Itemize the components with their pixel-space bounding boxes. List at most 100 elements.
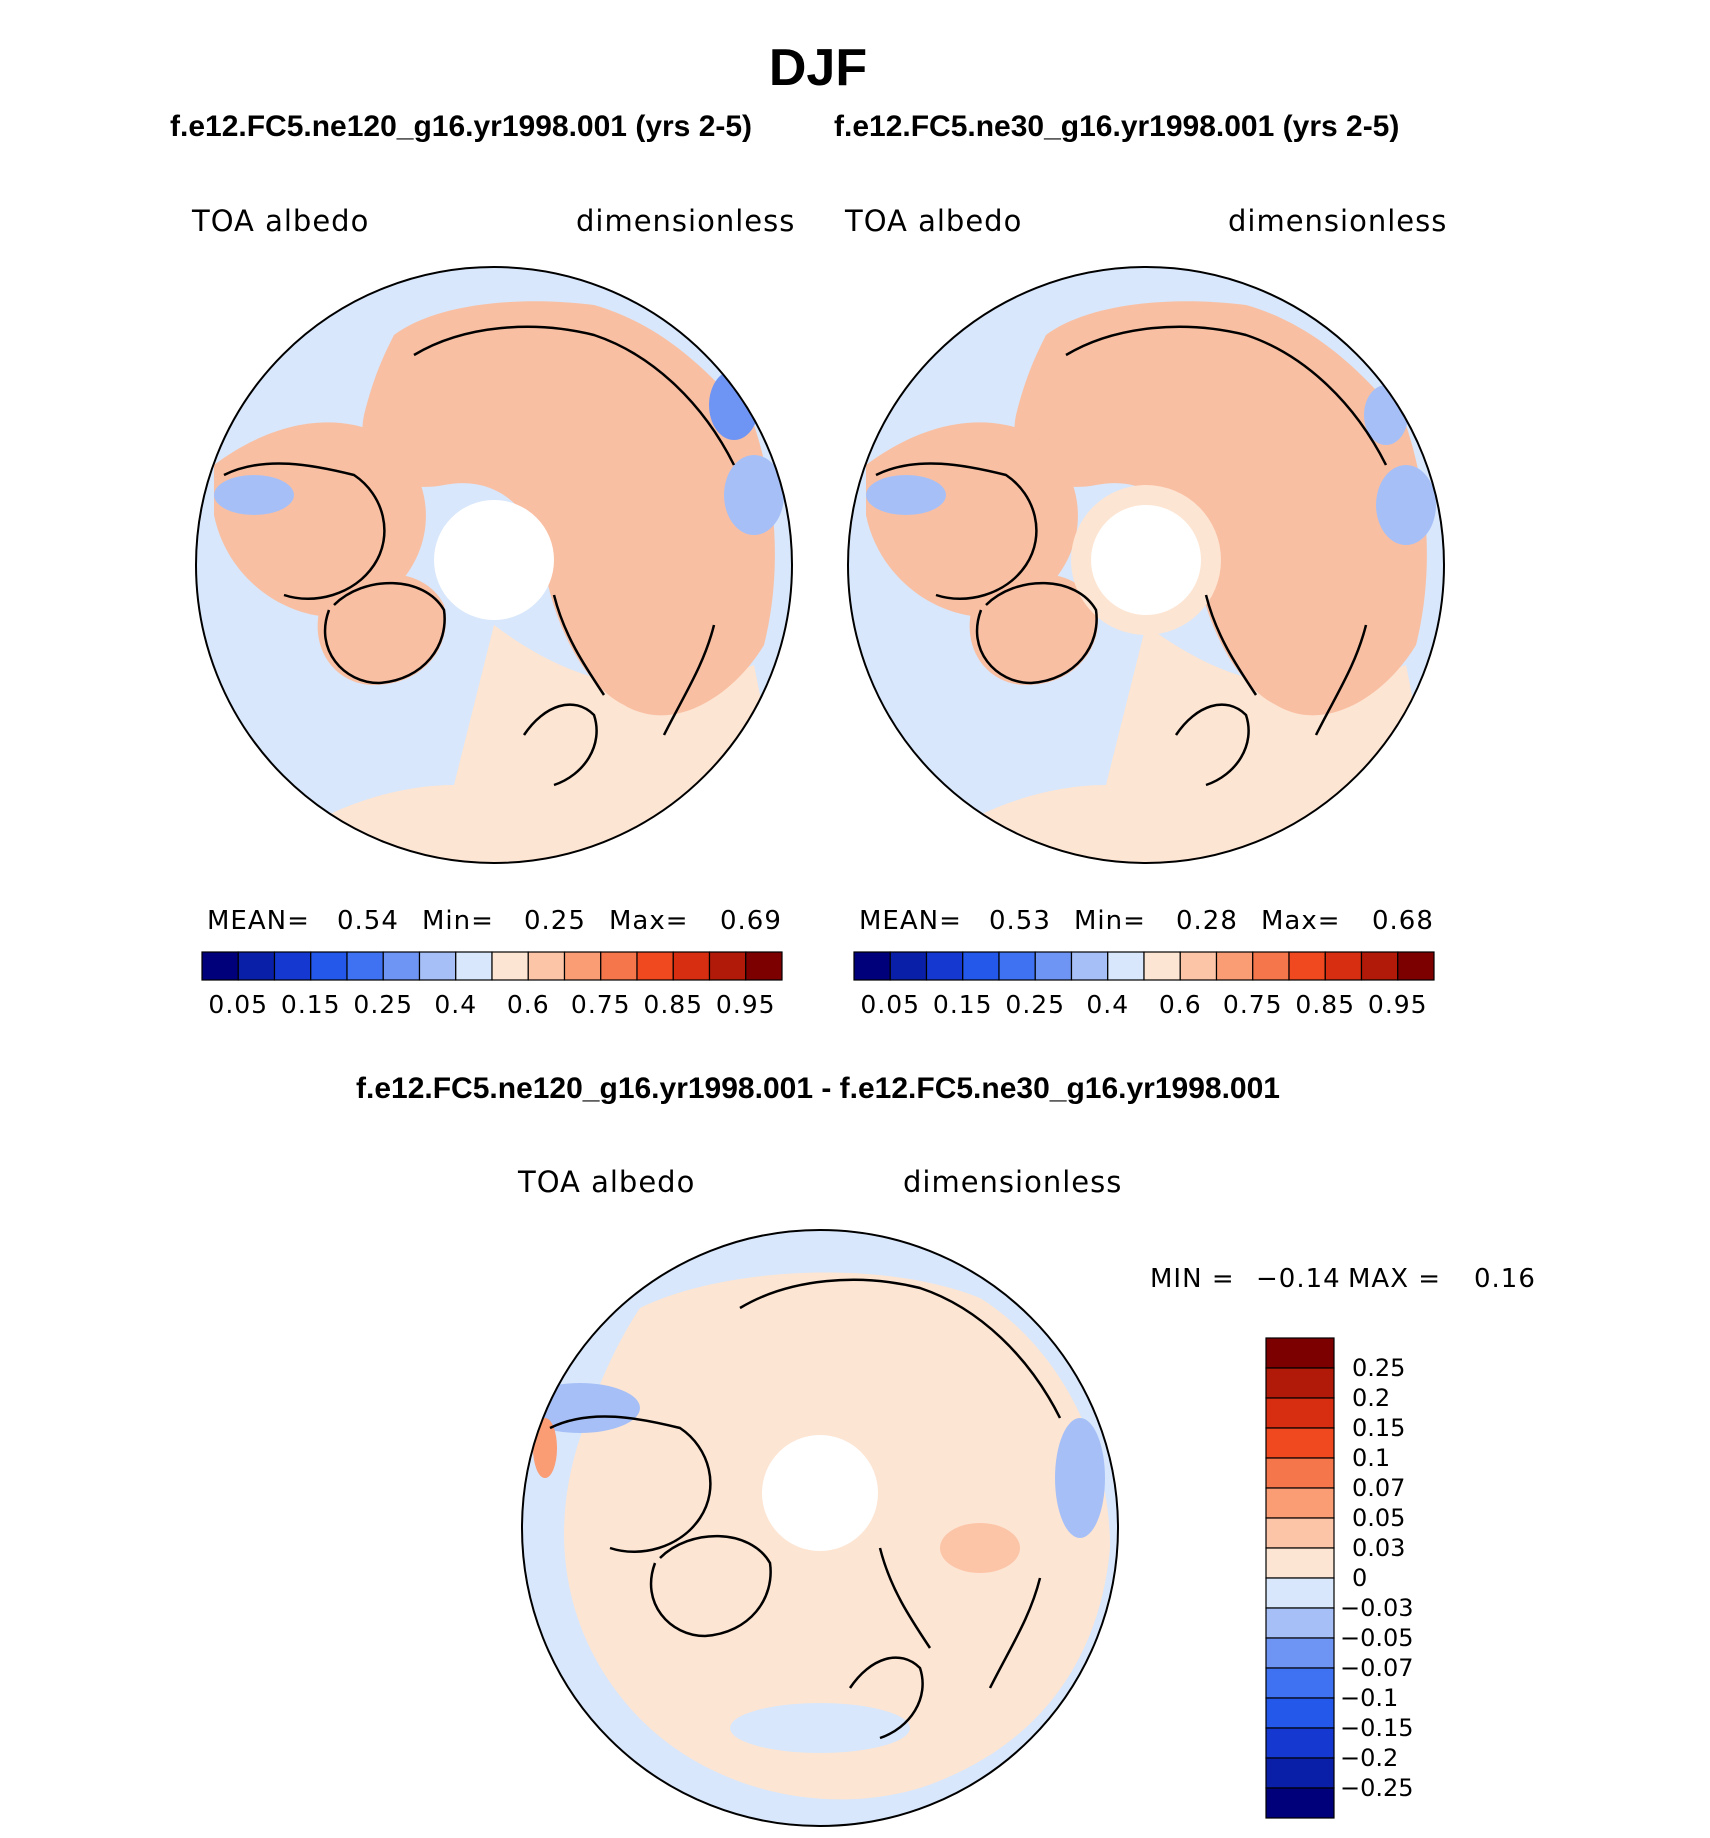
colorbar-left-swatch	[672, 951, 711, 981]
polar-map-ne30	[847, 266, 1445, 864]
greenland-land	[317, 573, 446, 685]
colorbar-left-swatch	[346, 951, 384, 981]
colorbar-right-tick-label: 0.85	[1295, 990, 1356, 1019]
panel-left-min-label: Min=	[422, 906, 494, 936]
colorbar-left-tick-label: 0.95	[715, 990, 776, 1019]
panel-left-max-label: Max=	[609, 906, 689, 936]
map-border	[521, 1229, 1119, 1827]
colorbar-left-swatch	[527, 951, 566, 981]
colorbar-left-swatch	[563, 951, 602, 981]
diff-title: f.e12.FC5.ne120_g16.yr1998.001 - f.e12.F…	[356, 1072, 1280, 1105]
colorbar-diff-swatch	[1265, 1547, 1335, 1579]
colorbar-right-swatch	[962, 951, 1000, 981]
colorbar-diff-swatch	[1265, 1367, 1335, 1399]
diff-neg-patch-3	[730, 1703, 910, 1753]
colorbar-right-swatch	[1034, 951, 1073, 981]
colorbar-left-tick-label: 0.15	[280, 990, 341, 1019]
hudson-mid-patch	[866, 475, 946, 515]
colorbar-right-tick-label: 0.95	[1367, 990, 1428, 1019]
coastline-scandinavia	[1174, 703, 1250, 787]
colorbar-right-swatch	[1252, 951, 1290, 981]
colorbar-diff-tick-label: 0.15	[1352, 1414, 1406, 1442]
coastline-scandinavia	[848, 1656, 924, 1740]
colorbar-diff-tick-label: −0.03	[1340, 1594, 1414, 1622]
polar-map-diff	[521, 1229, 1119, 1827]
panel-right-max-value: 0.68	[1372, 906, 1434, 936]
colorbar-left-swatch	[708, 951, 747, 981]
colorbar-right-tick-label: 0.15	[932, 990, 993, 1019]
coastline-eurasia	[1065, 325, 1388, 736]
colorbar-diff-swatch	[1265, 1517, 1335, 1549]
colorbar-diff-tick-label: −0.1	[1340, 1684, 1399, 1712]
colorbar-diff-swatch	[1265, 1457, 1335, 1489]
colorbar-right-swatch	[1143, 951, 1181, 981]
colorbar-left-swatch	[745, 951, 783, 981]
diff-units: dimensionless	[903, 1165, 1123, 1199]
map-border	[195, 266, 793, 864]
colorbar-diff-tick-label: −0.05	[1340, 1624, 1414, 1652]
pacific-dark-patch	[709, 370, 759, 440]
colorbar-diff-tick-label: 0.05	[1352, 1504, 1406, 1532]
eurasia-land	[362, 301, 775, 716]
panel-right-variable: TOA albedo	[845, 204, 1023, 238]
colorbar-left-swatch	[418, 951, 457, 981]
diff-neg-patch-2	[1055, 1418, 1105, 1538]
colorbar-left-swatch	[600, 951, 638, 981]
colorbar-right-swatch	[889, 951, 928, 981]
colorbar-diff-swatch	[1265, 1487, 1335, 1519]
colorbar-right-tick-label: 0.4	[1086, 990, 1130, 1019]
colorbar-left-tick-label: 0.05	[208, 990, 269, 1019]
coastline-america	[875, 462, 1098, 685]
colorbar-diff-tick-label: 0.1	[1352, 1444, 1391, 1472]
colorbar-right-swatch	[1324, 951, 1363, 981]
panel-right-units: dimensionless	[1228, 204, 1448, 238]
atlantic-light-region	[906, 625, 1444, 863]
colorbar-diff-tick-label: 0.07	[1352, 1474, 1406, 1502]
colorbar-right-swatch	[1179, 951, 1218, 981]
colorbar-diff-swatch	[1265, 1697, 1335, 1729]
panel-left-variable: TOA albedo	[192, 204, 370, 238]
panel-left-max-value: 0.69	[720, 906, 782, 936]
panel-right-mean-value: 0.53	[989, 906, 1051, 936]
panel-left-mean-value: 0.54	[337, 906, 399, 936]
coastline-eurasia	[413, 325, 736, 736]
colorbar-diff-swatch	[1265, 1607, 1335, 1639]
colorbar-left-swatch	[382, 951, 421, 981]
colorbar-right	[853, 951, 1435, 981]
colorbar-right-swatch	[1215, 951, 1254, 981]
colorbar-left-swatch	[491, 951, 529, 981]
colorbar-diff-swatch	[1265, 1757, 1335, 1789]
panel-right-max-label: Max=	[1261, 906, 1341, 936]
pole-hole	[1091, 505, 1201, 615]
diff-pos-patch-1	[533, 1418, 557, 1478]
colorbar-diff-swatch	[1265, 1667, 1335, 1699]
colorbar-right-tick-label: 0.25	[1005, 990, 1066, 1019]
colorbar-right-tick-label: 0.75	[1222, 990, 1283, 1019]
colorbar-right-swatch	[998, 951, 1036, 981]
colorbar-diff-swatch	[1265, 1577, 1335, 1609]
colorbar-diff-tick-label: −0.07	[1340, 1654, 1414, 1682]
colorbar-right-swatch	[1397, 951, 1435, 981]
colorbar-diff-tick-label: −0.25	[1340, 1774, 1414, 1802]
colorbar-left-tick-label: 0.6	[506, 990, 550, 1019]
colorbar-left-swatch	[201, 951, 239, 981]
main-title: DJF	[768, 39, 868, 97]
colorbar-diff-swatch	[1265, 1427, 1335, 1459]
diff-neg-patch-1	[522, 1383, 640, 1433]
hudson-mid-patch	[214, 475, 294, 515]
colorbar-diff-swatch	[1265, 1787, 1335, 1819]
diff-max-value: 0.16	[1474, 1264, 1536, 1294]
panel-right-case-title: f.e12.FC5.ne30_g16.yr1998.001 (yrs 2-5)	[834, 110, 1400, 143]
colorbar-right-swatch	[1288, 951, 1326, 981]
colorbar-diff-tick-label: 0	[1352, 1564, 1368, 1592]
polar-map-ne120	[195, 266, 793, 864]
colorbar-diff-swatch	[1265, 1637, 1335, 1669]
colorbar-diff-tick-label: 0.03	[1352, 1534, 1406, 1562]
panel-right-mean-label: MEAN=	[859, 906, 962, 936]
colorbar-right-swatch	[1070, 951, 1109, 981]
colorbar-diff-swatch	[1265, 1337, 1335, 1369]
panel-left-min-value: 0.25	[524, 906, 586, 936]
pole-hole	[434, 500, 554, 620]
panel-right-min-label: Min=	[1074, 906, 1146, 936]
pole-hole	[762, 1435, 878, 1551]
